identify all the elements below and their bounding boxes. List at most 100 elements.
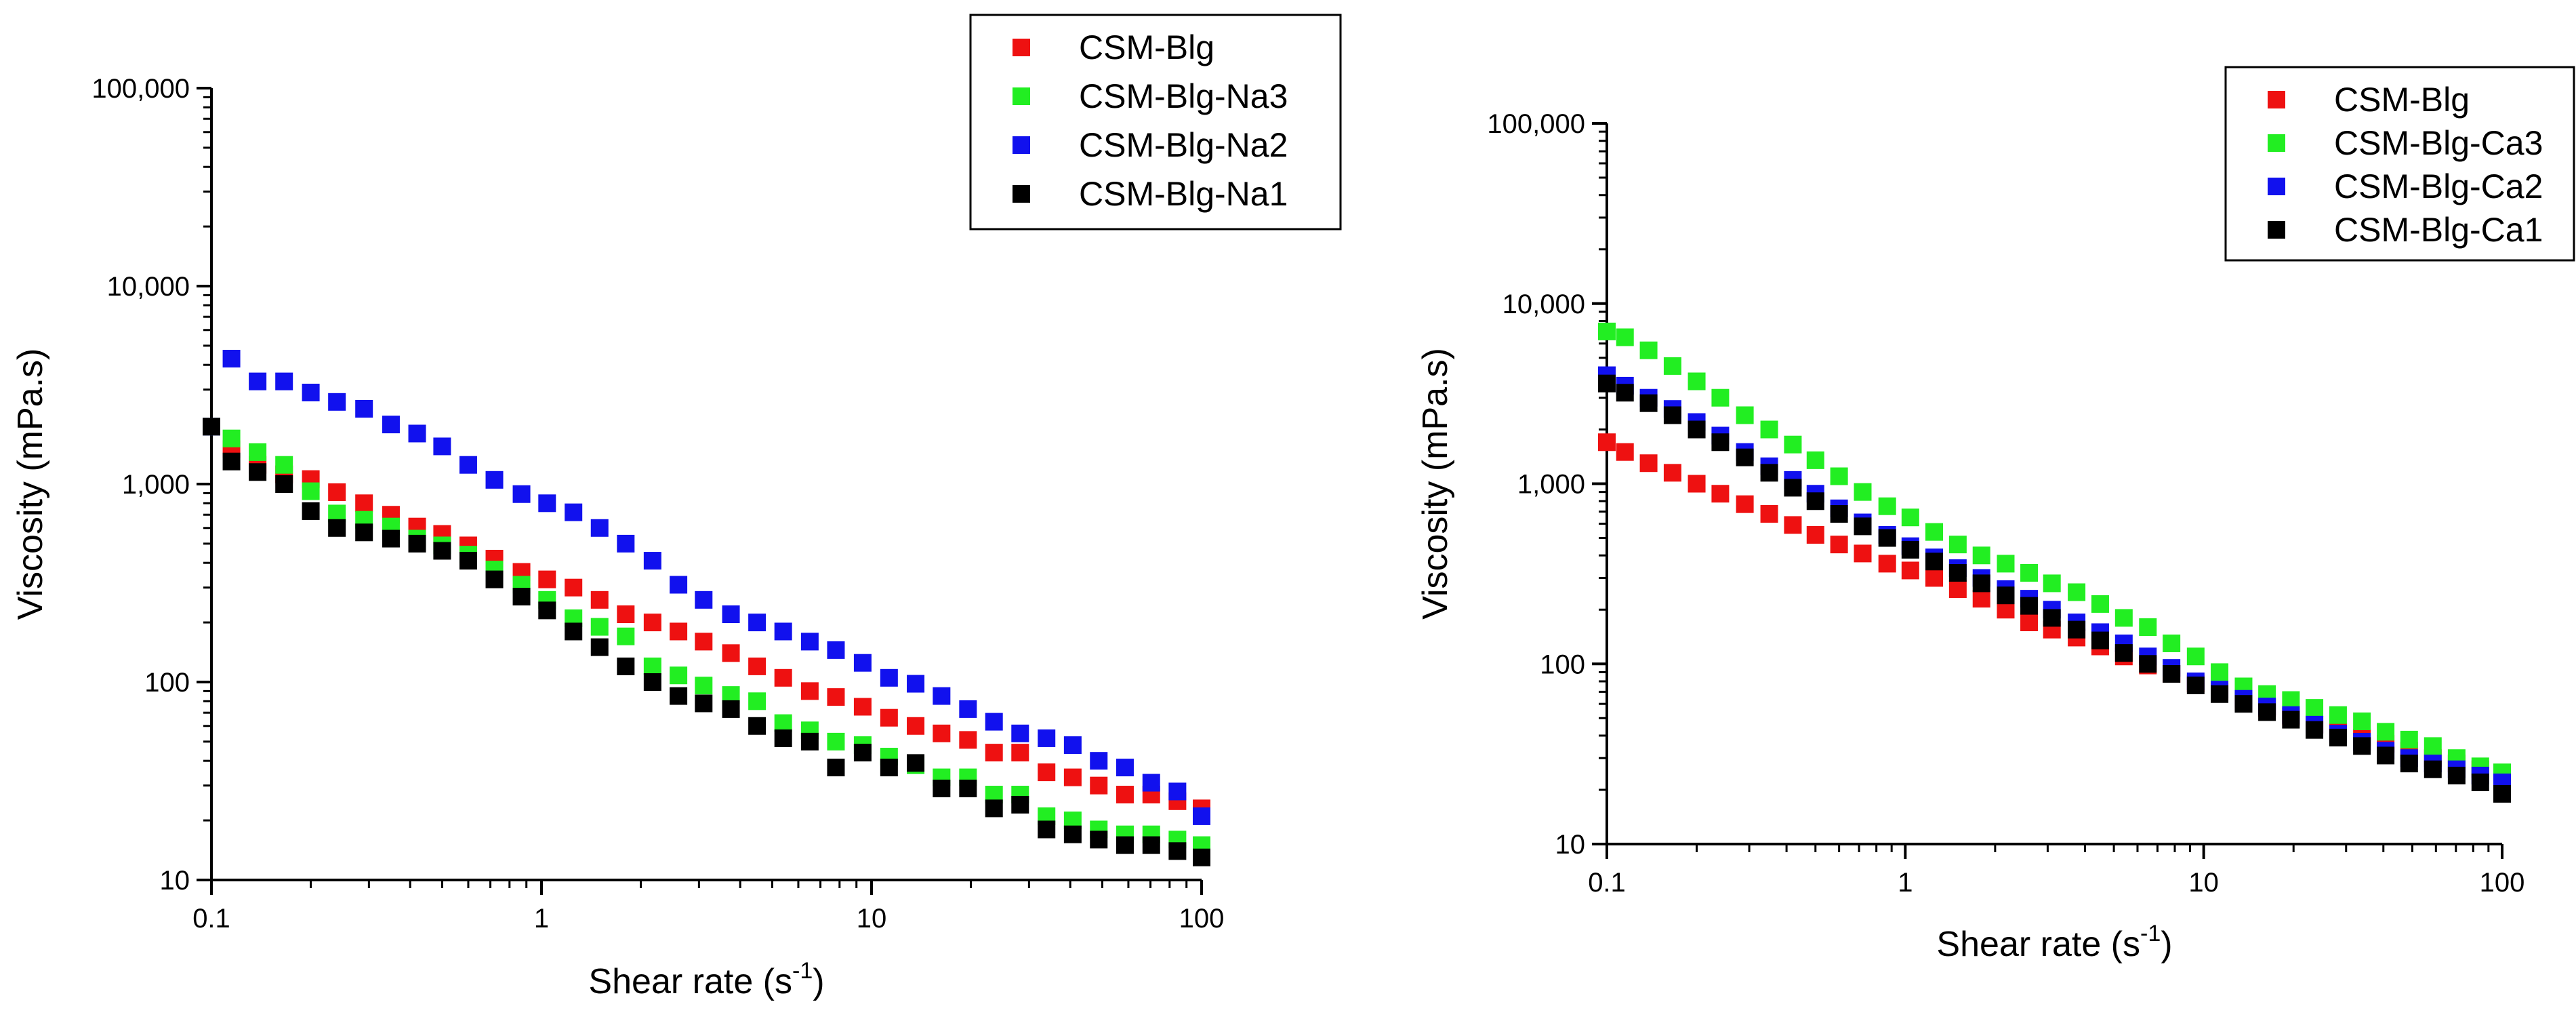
data-point [1688,372,1706,391]
data-point [907,675,925,693]
data-point [275,372,293,391]
data-point [590,638,609,656]
data-point [722,644,740,662]
data-point [1760,420,1778,439]
x-tick-label: 100 [2480,868,2525,898]
data-point [774,668,792,687]
data-point [827,732,845,750]
x-tick-label: 10 [857,904,887,934]
data-point [1784,479,1802,497]
data-point [643,657,661,675]
data-point [1830,505,1848,523]
data-point [2068,620,2086,639]
data-point [2163,634,2181,652]
data-point [827,641,845,659]
data-point [695,590,713,609]
data-point [1639,341,1658,359]
data-point [774,729,792,747]
legend-label: CSM-Blg-Ca3 [2334,124,2543,162]
data-point [1142,836,1160,854]
data-point [2234,695,2253,713]
data-point [2114,609,2133,627]
data-point [985,799,1003,818]
data-point [2493,784,2511,803]
data-point [590,519,609,537]
data-point [302,482,320,500]
data-point [1193,848,1210,866]
data-point [800,633,819,651]
data-point [2020,597,2039,615]
data-point [2114,644,2133,662]
data-point [774,622,792,641]
x-tick-label: 10 [2188,868,2219,898]
data-point [249,372,267,391]
data-point [1639,394,1658,412]
y-tick-label: 10,000 [1502,289,1585,319]
series-csm-blg-na1 [203,418,1210,866]
data-point [1901,540,1919,559]
series-csm-blg-na2 [203,350,1210,825]
data-point [1011,795,1029,814]
data-point [959,700,977,718]
legend-label: CSM-Blg-Ca2 [2334,167,2543,205]
data-point [1711,485,1730,503]
data-point [485,471,504,489]
y-tick-label: 10 [1555,830,1586,860]
data-point [617,534,635,553]
data-point [1038,729,1056,747]
data-point [1663,357,1681,375]
data-point [1925,523,1944,541]
x-axis-title: Shear rate (s-1) [1936,921,2172,964]
data-point [1784,516,1802,534]
data-point [827,759,845,777]
y-tick-label: 100,000 [1487,109,1585,139]
x-axis-title: Shear rate (s-1) [588,958,824,1001]
legend-marker [2268,221,2285,239]
data-point [355,494,373,513]
data-point [2400,755,2418,773]
data-point [2424,760,2442,778]
data-point [2282,691,2300,709]
data-point [907,717,925,735]
data-point [1878,497,1896,515]
legend-label: CSM-Blg [1079,28,1214,66]
data-point [1663,406,1681,424]
data-point [2282,710,2300,729]
data-point [933,687,951,705]
data-point [1090,752,1108,770]
data-point [2139,655,2157,673]
data-point [800,682,819,700]
data-point [485,570,504,588]
data-point [670,622,688,641]
data-point [933,779,951,797]
data-point [2353,737,2371,755]
data-point [1116,836,1134,854]
series-csm-blg [203,418,1210,818]
legend-label: CSM-Blg-Na3 [1079,77,1288,115]
data-point [433,437,451,456]
data-point [1878,529,1896,547]
y-tick-label: 100 [1540,649,1585,679]
data-point [249,443,267,461]
data-point [1830,536,1848,554]
data-point [1598,322,1616,340]
data-point [853,698,872,716]
data-point [538,494,556,513]
series-csm-blg-ca1 [1598,374,2511,803]
data-point [1011,744,1029,762]
data-point [695,694,713,713]
data-point [2043,574,2061,593]
data-point [1806,492,1824,510]
data-point [933,724,951,742]
y-axis-title: Viscosity (mPa.s) [1416,348,1455,620]
legend-label: CSM-Blg-Ca1 [2334,211,2543,249]
data-point [800,732,819,750]
data-point [1925,553,1944,571]
data-point [1038,763,1056,782]
data-point [382,529,400,548]
legend-marker [2268,91,2285,108]
legend-label: CSM-Blg-Na1 [1079,175,1288,213]
data-point [695,633,713,651]
data-point [2400,730,2418,748]
data-point [722,700,740,718]
